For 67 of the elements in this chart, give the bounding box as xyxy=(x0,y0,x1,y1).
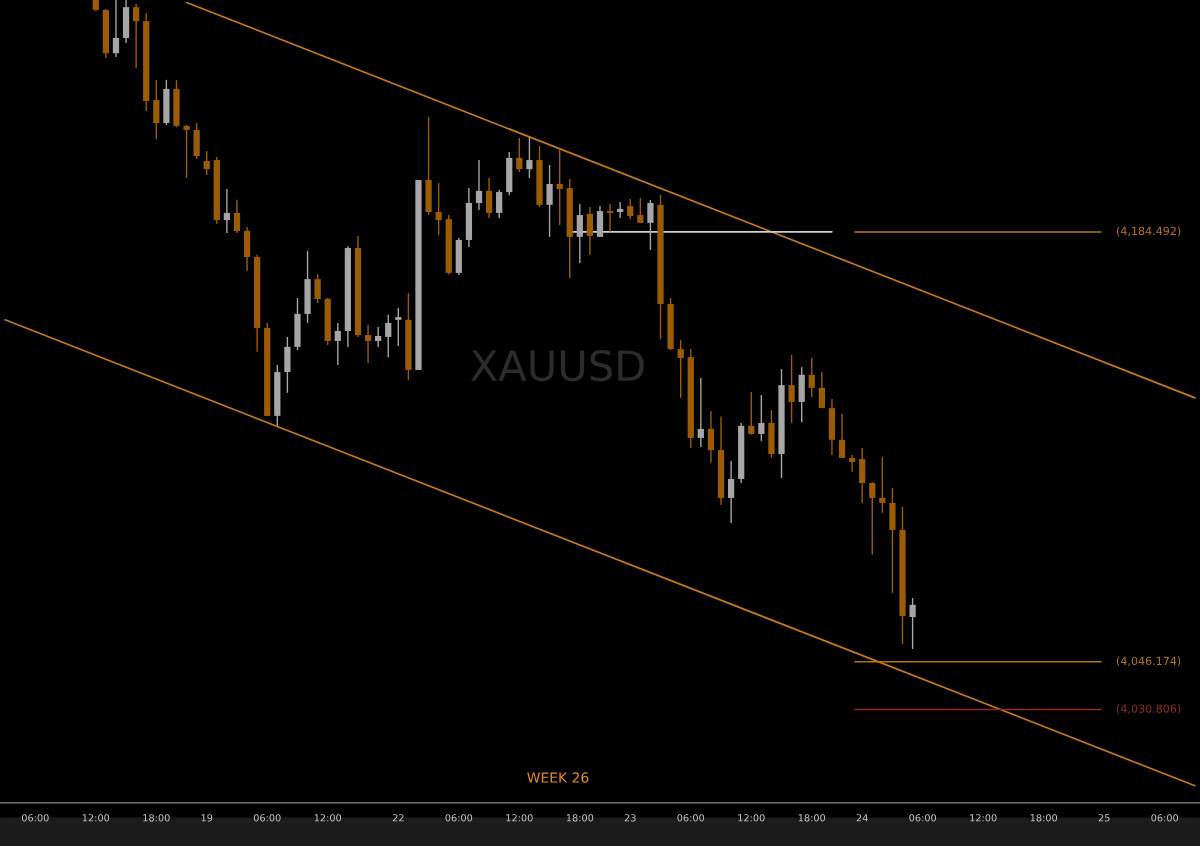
x-tick-label: 18:00 xyxy=(798,814,826,822)
candlestick xyxy=(808,357,815,398)
candlestick xyxy=(606,203,614,233)
x-tick-label: 22 xyxy=(392,814,404,822)
x-tick-label: 06:00 xyxy=(909,814,937,822)
candlestick xyxy=(526,136,533,179)
ref-line-label: (4,184.492) xyxy=(1116,226,1181,237)
candlestick xyxy=(546,164,553,238)
x-tick-label: 12:00 xyxy=(970,814,997,822)
candlestick xyxy=(334,322,341,366)
x-tick-label: 23 xyxy=(624,814,636,822)
candlestick xyxy=(697,377,704,448)
candlestick xyxy=(707,410,715,464)
candlestick xyxy=(838,413,846,459)
ref-line-label: (4,030.806) xyxy=(1116,704,1181,715)
x-tick-label: 06:00 xyxy=(677,814,705,822)
x-tick-label: 24 xyxy=(856,814,868,822)
candlestick xyxy=(637,197,644,224)
candlestick xyxy=(818,371,825,409)
x-tick-label: 12:00 xyxy=(82,814,110,822)
candlestick xyxy=(586,206,594,256)
candlestick xyxy=(758,394,765,442)
candlestick xyxy=(647,199,654,251)
x-tick-label: 06:00 xyxy=(1151,814,1179,822)
candlestick xyxy=(576,203,583,264)
x-tick-label: 12:00 xyxy=(506,814,533,822)
candlestick xyxy=(133,3,140,69)
candlestick xyxy=(627,198,634,220)
x-tick-label: 06:00 xyxy=(21,814,49,822)
x-tick-label: 12:00 xyxy=(314,814,342,822)
candlestick xyxy=(375,326,382,348)
candlestick xyxy=(869,481,876,556)
x-tick-label: 12:00 xyxy=(738,814,765,822)
x-tick-label: 19 xyxy=(201,814,213,822)
candlestick xyxy=(385,314,392,358)
x-tick-label: 18:00 xyxy=(143,814,170,822)
candlestick xyxy=(364,324,372,364)
text: WEEK 26 xyxy=(527,772,589,783)
candlestick xyxy=(748,391,755,436)
candlestick xyxy=(314,273,321,304)
candlestick xyxy=(223,188,231,234)
candlestick xyxy=(395,307,402,347)
candlestick xyxy=(475,159,483,211)
candlestick xyxy=(727,460,735,524)
candlestick xyxy=(203,150,210,176)
candlestick xyxy=(909,597,916,650)
candlestick xyxy=(677,339,684,399)
candlestick xyxy=(788,354,795,424)
x-tick-label: 25 xyxy=(1098,814,1110,822)
candlestick xyxy=(879,456,886,514)
ref-line-label: (4,046.174) xyxy=(1116,656,1181,667)
candlestick xyxy=(617,201,624,219)
x-tick-label: 18:00 xyxy=(566,814,594,822)
candlestick xyxy=(848,454,856,473)
candlestick xyxy=(496,189,503,219)
candlestick xyxy=(556,149,563,226)
candlestick xyxy=(233,199,241,234)
x-tick-label: 18:00 xyxy=(1030,814,1058,822)
x-tick-label: 06:00 xyxy=(445,814,473,822)
candlestick xyxy=(485,177,493,219)
candlestick xyxy=(153,79,160,140)
candlestick xyxy=(183,124,190,179)
candlestick xyxy=(112,0,120,58)
candlestick xyxy=(435,182,442,236)
x-tick-label: 06:00 xyxy=(253,814,281,822)
candlestick xyxy=(859,447,866,504)
candlestick xyxy=(516,137,523,173)
